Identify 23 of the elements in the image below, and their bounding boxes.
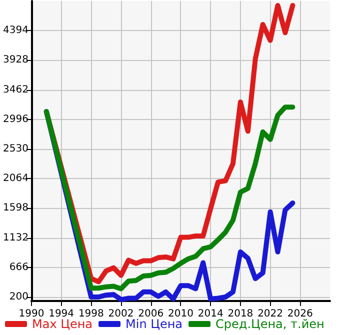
y-tick-label: 2064 (2, 173, 28, 184)
y-tick-label: 1132 (2, 232, 28, 244)
legend-label: Сред.Цена, т.йен (216, 317, 324, 331)
x-tick-label: 2002 (108, 308, 134, 320)
y-tick-label: 4394 (2, 25, 28, 36)
legend-label: Max Цена (32, 317, 93, 331)
y-tick-label: 2530 (2, 144, 28, 154)
x-tick-label: 1990 (18, 308, 44, 320)
y-tick-label: 3462 (2, 84, 28, 96)
x-tick-label: 2026 (287, 308, 313, 320)
y-tick-label: 3928 (2, 54, 28, 66)
y-tick-label: 1598 (2, 202, 28, 214)
x-tick-label: 1994 (48, 308, 74, 320)
x-tick-label: 2018 (228, 308, 254, 320)
y-tick-label: 200 (9, 292, 28, 302)
y-tick-label: 666 (9, 262, 28, 273)
x-tick-label: 1998 (78, 308, 104, 320)
x-tick-label: 2010 (168, 308, 194, 320)
x-tick-label: 2014 (198, 308, 224, 320)
y-tick-label: 2996 (2, 114, 28, 125)
x-tick-label: 2022 (258, 308, 284, 320)
legend-label: Min Цена (126, 317, 183, 331)
x-tick-label: 2006 (138, 308, 164, 320)
